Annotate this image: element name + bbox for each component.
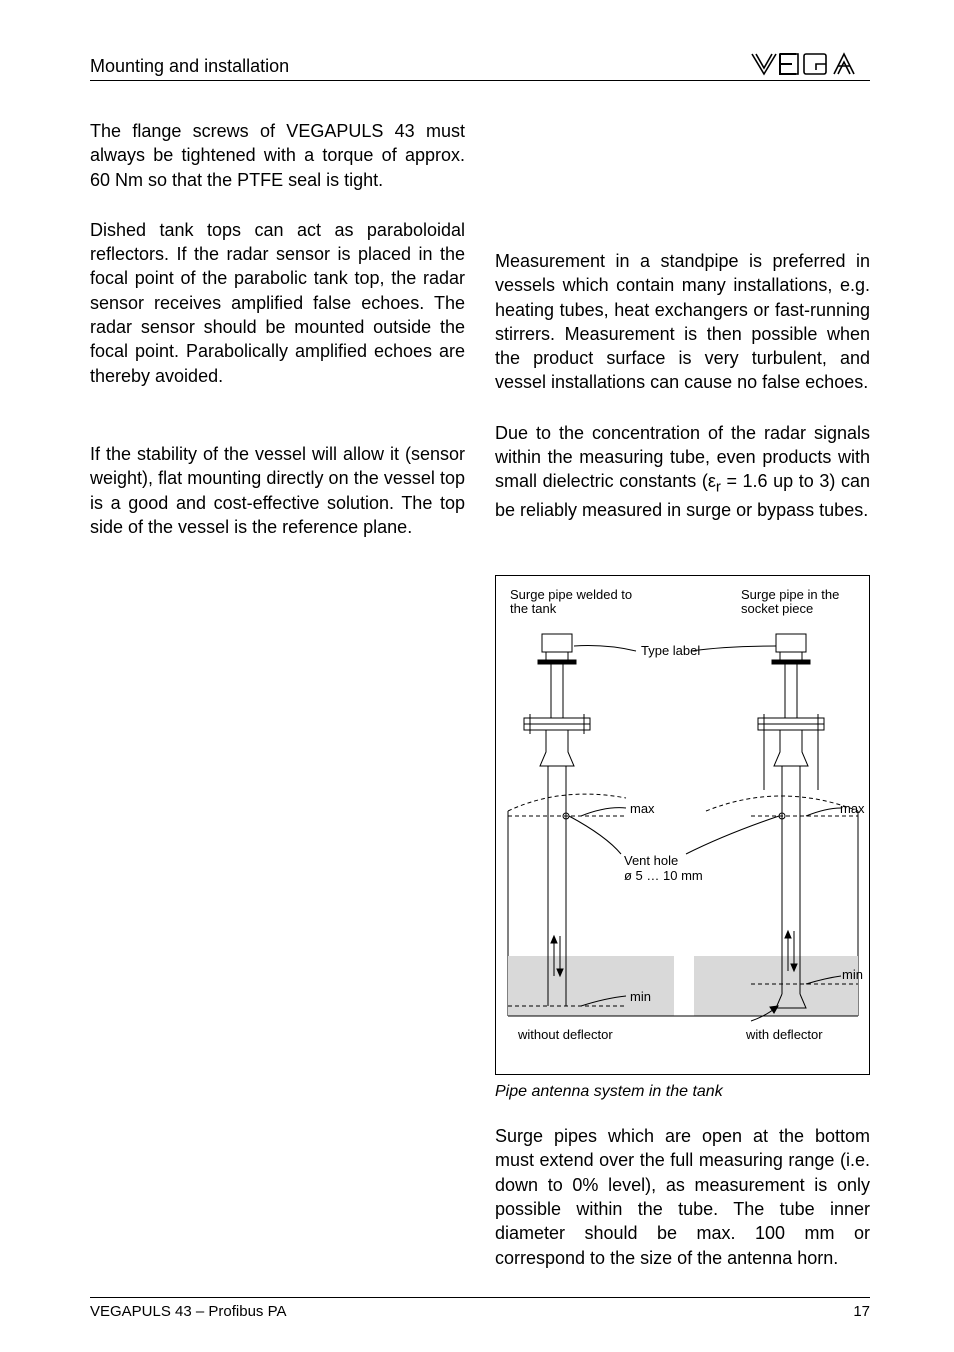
figure-label: min [842,968,863,983]
figure-label: without deflector [518,1028,613,1043]
spacer [495,119,870,249]
figure-label: Surge pipe in the socket piece [741,588,861,618]
page-number: 17 [853,1302,870,1322]
paragraph: The flange screws of VEGAPULS 43 must al… [90,119,465,192]
figure-label: max [840,802,865,817]
right-column: Measurement in a standpipe is preferred … [495,119,870,1270]
figure-label: max [630,802,655,817]
vega-logo-svg [750,50,870,78]
paragraph: Dished tank tops can act as paraboloidal… [90,218,465,388]
figure-caption: Pipe antenna system in the tank [495,1081,870,1103]
paragraph: Surge pipes which are open at the bottom… [495,1124,870,1270]
figure-label: ø 5 … 10 mm [624,869,703,884]
paragraph: If the stability of the vessel will allo… [90,442,465,539]
figure-label: Type label [641,644,700,659]
pipe-antenna-figure: Surge pipe welded to the tank Surge pipe… [495,575,870,1075]
page-footer: VEGAPULS 43 – Profibus PA 17 [90,1297,870,1322]
figure-label: with deflector [746,1028,823,1043]
paragraph: Due to the concentration of the radar si… [495,421,870,523]
left-column: The flange screws of VEGAPULS 43 must al… [90,119,465,1270]
vega-logo [750,50,870,78]
spacer [90,414,465,442]
page: Mounting and installation The flange scr… [90,50,870,1302]
page-header: Mounting and installation [90,50,870,81]
paragraph: Measurement in a standpipe is preferred … [495,249,870,395]
figure-label: Vent hole [624,854,678,869]
content-columns: The flange screws of VEGAPULS 43 must al… [90,119,870,1270]
section-title: Mounting and installation [90,54,289,78]
footer-left: VEGAPULS 43 – Profibus PA [90,1302,287,1322]
figure-label: min [630,990,651,1005]
figure-label: Surge pipe welded to the tank [510,588,640,618]
